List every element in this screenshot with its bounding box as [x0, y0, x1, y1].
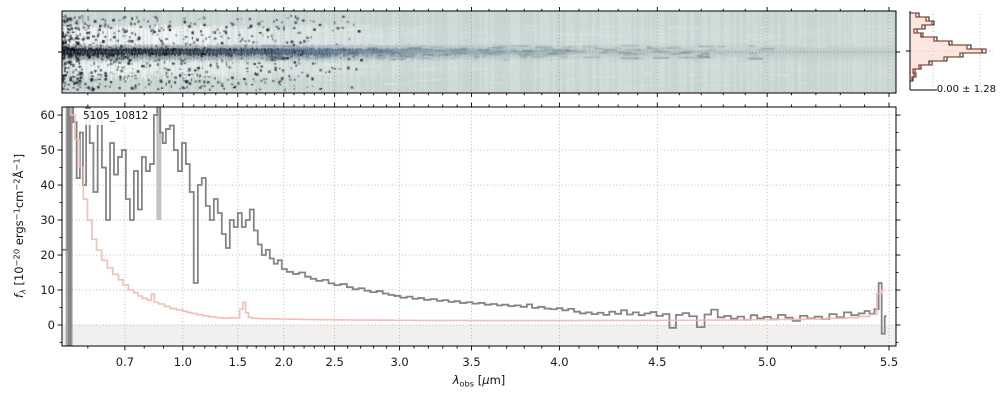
hist-outline-red — [910, 12, 987, 82]
x-tick-label: 1.5 — [229, 355, 247, 369]
source-id-label: 5105_10812 — [79, 109, 153, 125]
below-zero-shade — [62, 325, 896, 346]
x-tick-label: 3.5 — [462, 355, 480, 369]
x-tick-label: 3.0 — [390, 355, 408, 369]
x-tick-label: 1.0 — [174, 355, 192, 369]
histogram-panel — [906, 11, 993, 91]
x-tick-label: 5.5 — [880, 355, 898, 369]
spectrum-lines — [62, 107, 887, 346]
y-axis-label: fλ [10−20 ergs−1cm−2Å−1] — [11, 153, 28, 299]
tick-labels: 0.7 1.0 1.5 2.0 2.5 3.0 3.5 4.0 4.5 5.0 5.5 0 10 20 30… — [40, 108, 898, 369]
error-line — [69, 107, 885, 322]
y-tick-label: 40 — [40, 178, 55, 192]
x-tick-label: 4.5 — [648, 355, 666, 369]
y-tick-label: 50 — [40, 143, 55, 157]
y-tick-label: 10 — [40, 283, 55, 297]
y-tick-label: 20 — [40, 248, 55, 262]
x-tick-label: 5.0 — [758, 355, 776, 369]
hist-fill — [910, 13, 986, 81]
y-tick-label: 30 — [40, 213, 55, 227]
x-tick-label: 2.0 — [275, 355, 293, 369]
axes-spines-ticks — [57, 7, 901, 351]
spectrum-line — [62, 107, 887, 346]
residual-stat-label: 0.00 ± 1.28 — [936, 84, 996, 95]
y-tick-label: 0 — [48, 318, 55, 332]
x-axis-label: λobs [μm] — [452, 373, 506, 389]
x-tick-label: 4.0 — [550, 355, 568, 369]
hist-outline-black — [910, 12, 983, 82]
spectrum-2d-image — [62, 11, 896, 93]
x-tick-label: 0.7 — [116, 355, 134, 369]
grid-lines — [62, 11, 896, 346]
y-tick-label: 60 — [40, 108, 55, 122]
x-tick-label: 2.5 — [325, 355, 343, 369]
